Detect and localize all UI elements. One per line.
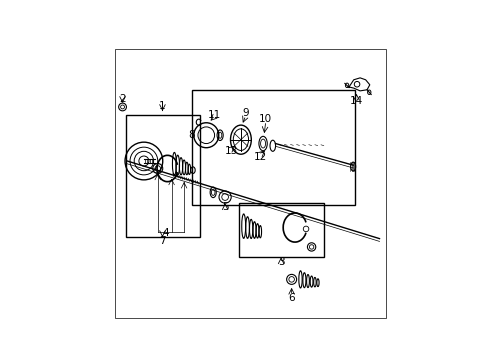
Text: 13: 13 [224, 146, 237, 156]
Text: 11: 11 [207, 110, 221, 120]
Text: 4: 4 [162, 228, 168, 238]
Text: 6: 6 [288, 293, 294, 303]
Text: 3: 3 [277, 257, 284, 267]
Text: 5: 5 [222, 202, 228, 212]
Text: 1: 1 [159, 100, 165, 111]
Text: 7: 7 [159, 237, 165, 246]
Text: 2: 2 [119, 94, 125, 104]
Text: 10: 10 [259, 114, 272, 123]
Bar [239, 203, 323, 257]
Text: 9: 9 [242, 108, 249, 118]
Bar [126, 115, 200, 237]
Text: 14: 14 [349, 96, 363, 105]
Text: 8: 8 [188, 130, 195, 140]
Text: 12: 12 [253, 152, 266, 162]
